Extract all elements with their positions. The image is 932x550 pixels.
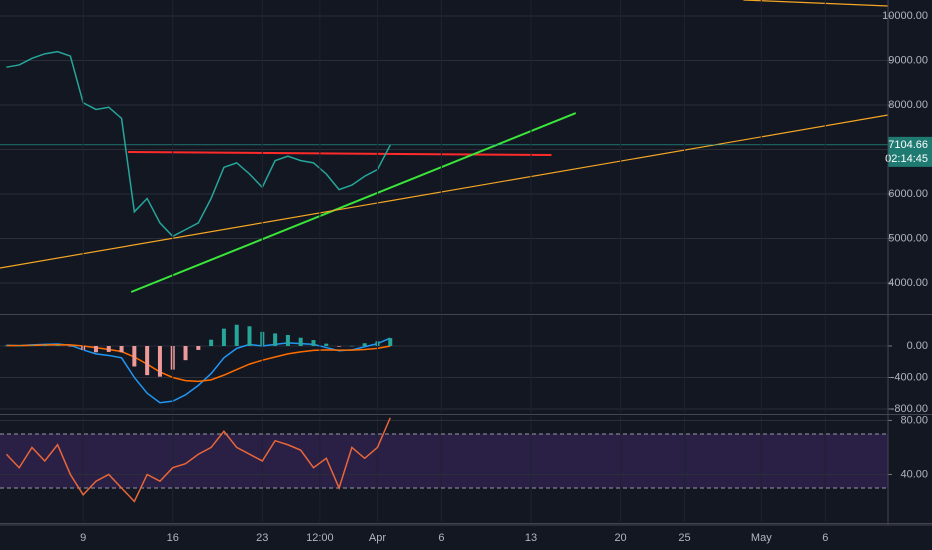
trend-line <box>127 151 552 157</box>
histogram-bar <box>145 345 150 376</box>
histogram-bar <box>388 338 393 346</box>
histogram-bar <box>132 345 137 367</box>
trend-line <box>130 112 577 293</box>
x-tick-label: Apr <box>369 532 386 544</box>
histogram-bar <box>362 343 367 346</box>
histogram-bar <box>221 328 226 346</box>
x-tick-label: May <box>751 532 772 544</box>
histogram-bar <box>42 345 47 346</box>
x-tick-label: 6 <box>438 532 444 544</box>
y-tick-label: 9000.00 <box>888 54 928 66</box>
y-tick-label: 6000.00 <box>888 188 928 200</box>
histogram-bar <box>349 345 354 347</box>
series-line <box>6 50 391 238</box>
x-tick-label: 25 <box>678 532 690 544</box>
trend-line <box>0 114 889 269</box>
histogram-bar <box>273 333 278 346</box>
histogram-bar <box>324 343 329 346</box>
y-tick-label: 10000.00 <box>882 10 928 22</box>
histogram-bar <box>119 345 124 353</box>
series-line <box>5 417 391 503</box>
series-line <box>6 343 391 383</box>
histogram-bar <box>285 334 290 346</box>
trend-line <box>743 0 889 7</box>
y-tick-label: 40.00 <box>900 468 928 480</box>
x-tick-label: 13 <box>525 532 537 544</box>
rsi-band <box>0 433 888 488</box>
histogram-bar <box>55 345 60 346</box>
x-tick-label: 9 <box>80 532 86 544</box>
histogram-bar <box>93 345 98 353</box>
histogram-bar <box>183 345 188 361</box>
x-tick-label: 16 <box>167 532 179 544</box>
y-tick-label: 0.00 <box>907 340 928 352</box>
x-tick-label: 6 <box>822 532 828 544</box>
histogram-bar <box>234 324 239 346</box>
x-tick-label: 20 <box>614 532 626 544</box>
histogram-bar <box>106 345 111 352</box>
y-tick-label: -800.00 <box>891 403 928 415</box>
countdown: 02:14:45 <box>885 153 928 165</box>
histogram-bar <box>311 340 316 346</box>
x-tick-label: 23 <box>256 532 268 544</box>
histogram-bar <box>209 339 214 346</box>
last-price-box <box>888 136 932 167</box>
y-tick-label: 5000.00 <box>888 232 928 244</box>
histogram-bar <box>337 345 342 347</box>
x-tick-label: 12:00 <box>306 532 334 544</box>
y-tick-label: -400.00 <box>891 371 928 383</box>
histogram-bar <box>157 345 162 377</box>
histogram-bar <box>68 345 73 347</box>
y-tick-label: 4000.00 <box>888 277 928 289</box>
histogram-bar <box>17 345 22 347</box>
last-price-label: 7104.66 <box>888 139 928 151</box>
histogram-bar <box>196 345 201 350</box>
histogram-bar <box>298 337 303 346</box>
histogram-bar <box>29 345 34 346</box>
histogram-bar <box>4 345 9 347</box>
histogram-bar <box>247 326 252 346</box>
y-tick-label: 8000.00 <box>888 99 928 111</box>
y-tick-label: 80.00 <box>900 414 928 426</box>
